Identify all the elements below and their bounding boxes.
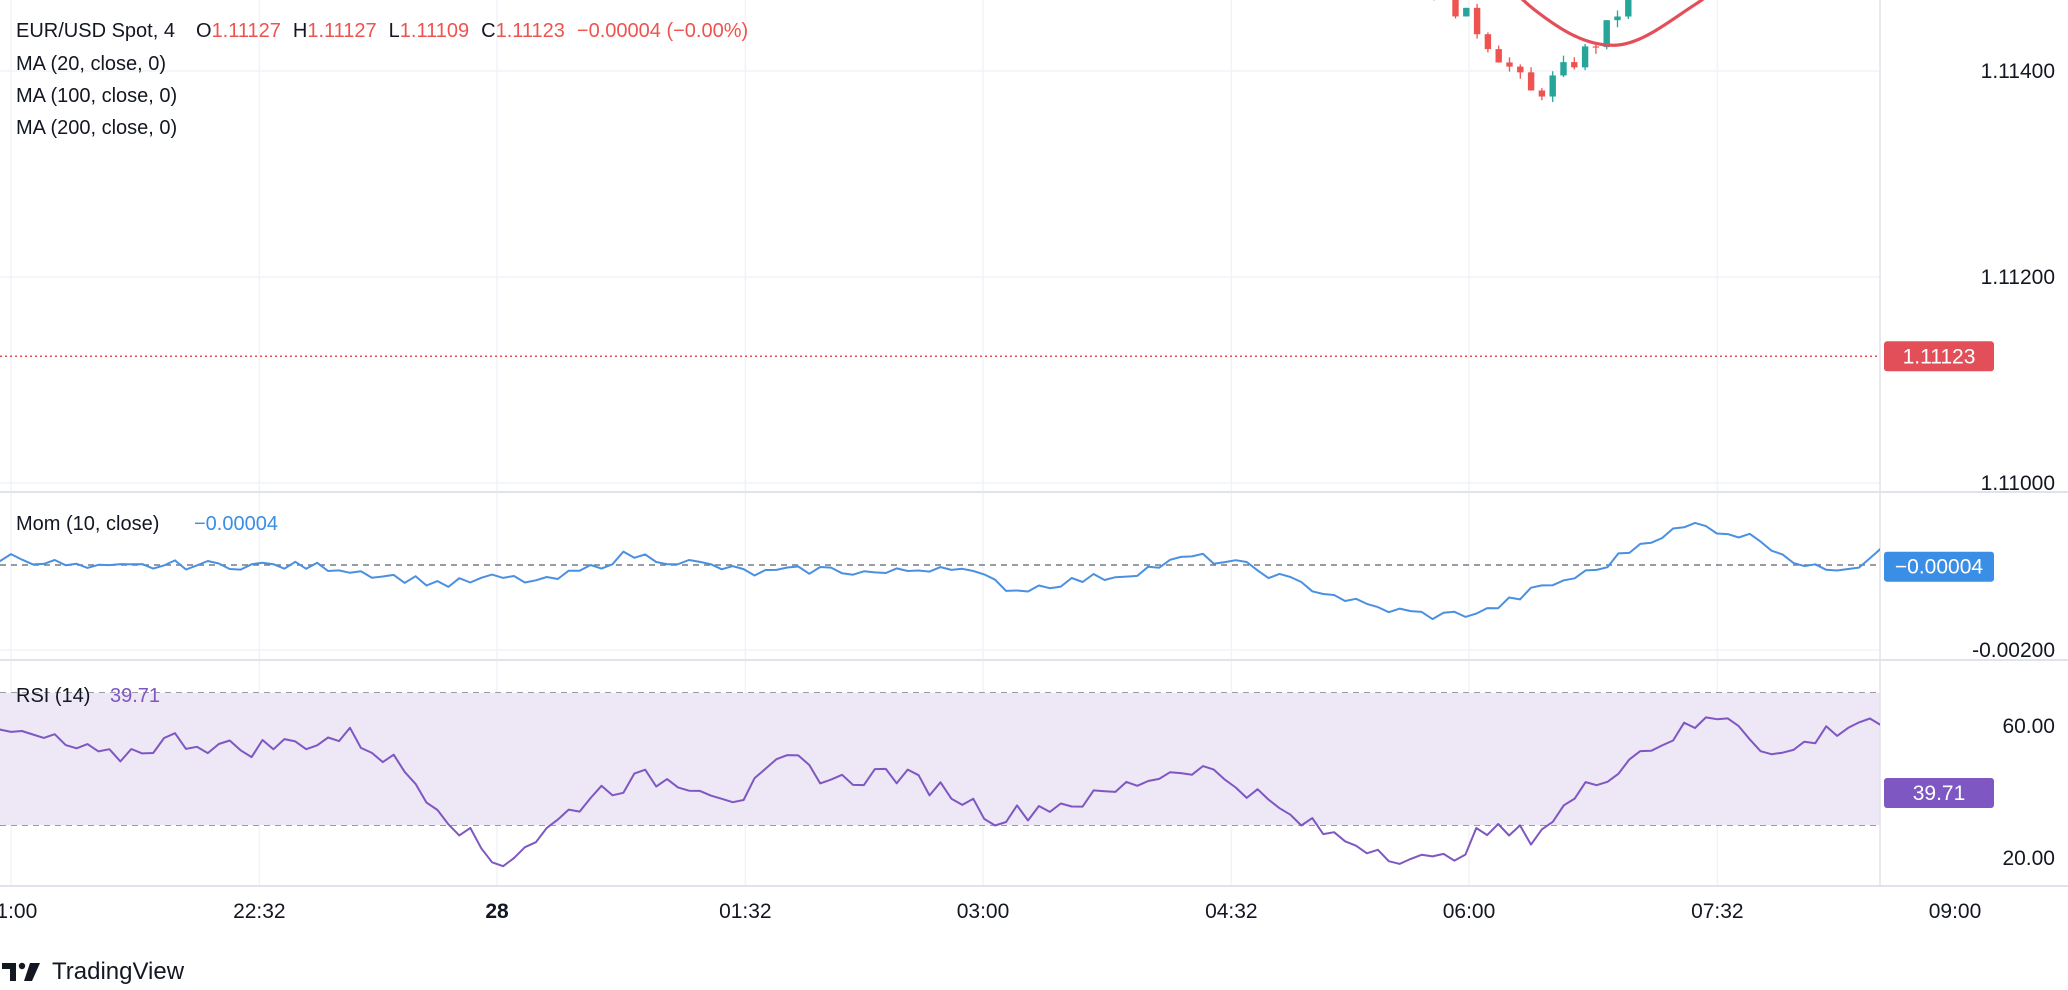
candle-body — [1538, 90, 1546, 97]
candle-body — [1560, 62, 1567, 76]
candle-body — [1517, 66, 1524, 73]
brand-name: TradingView — [52, 958, 185, 985]
rsi-line — [0, 716, 1880, 868]
candlesticks — [1433, 0, 1632, 103]
momentum-line — [0, 521, 1880, 621]
ohlc-part: −0.00004 (−0.00%) — [577, 20, 748, 42]
mom-value-badge-bg — [1884, 551, 1994, 582]
candle-body — [1571, 62, 1578, 68]
ohlc-part: 1.11127 — [212, 20, 281, 42]
mom-value-badge: −0.00004 — [1884, 551, 1994, 582]
time-axis-label: 28 — [485, 900, 509, 923]
rsi-panel — [0, 716, 1880, 868]
price-axis-label: 1.11200 — [1981, 266, 2055, 289]
ohlc-part: 1.11109 — [400, 20, 469, 42]
time-axis-label: 21:00 — [0, 900, 37, 923]
ohlc-part: L — [389, 20, 400, 42]
rsi-value-badge-text: 39.71 — [1913, 782, 1966, 805]
candle-body — [1484, 34, 1492, 50]
rsi-band — [0, 693, 1880, 825]
legend-ma200[interactable]: MA (200, close, 0) — [16, 117, 177, 139]
symbol-title[interactable]: EUR/USD Spot, 4 — [16, 20, 175, 42]
candle-body — [1495, 49, 1502, 63]
current-price-badge: 1.11123 — [1884, 341, 1994, 372]
ohlc-part: 1.11123 — [496, 20, 565, 42]
price-axis-label: 1.11000 — [1981, 472, 2055, 495]
candle-body — [1592, 46, 1600, 48]
ohlc-values: O1.11127 H1.11127 L1.11109 C1.11123 −0.00004… — [196, 20, 748, 42]
price-legend: EUR/USD Spot, 4 O1.11127 H1.11127 L1.11109… — [16, 20, 748, 139]
candle-body — [1549, 75, 1556, 97]
candle-body — [1581, 46, 1589, 68]
rsi-axis-label: 20.00 — [2002, 847, 2055, 870]
legend-mom-value: −0.00004 — [194, 513, 278, 535]
legend-rsi[interactable]: RSI (14) — [16, 685, 90, 707]
momentum-panel — [0, 521, 1880, 621]
ohlc-part: 1.11127 — [307, 20, 376, 42]
mom-axis-label: -0.00200 — [1972, 639, 2055, 662]
candle-body — [1625, 0, 1632, 17]
time-axis-label: 01:32 — [719, 900, 772, 923]
brand-footer[interactable]: TradingView — [2, 957, 184, 987]
tradingview-logo-icon — [2, 962, 40, 981]
rsi-value-badge-bg — [1884, 777, 1994, 808]
ohlc-part: O — [196, 20, 212, 42]
time-axis-label: 07:32 — [1691, 900, 1744, 923]
time-axis-label: 03:00 — [957, 900, 1010, 923]
rsi-axis-label: 60.00 — [2002, 715, 2055, 738]
axes: 21:00 22:32 28 01:32 03:00 04:32 06:00 07:32 09:… — [0, 60, 2055, 923]
mom-value-badge-text: −0.00004 — [1895, 556, 1983, 579]
legend-ma100[interactable]: MA (100, close, 0) — [16, 85, 177, 107]
time-axis-label: 04:32 — [1205, 900, 1258, 923]
legend-ma20[interactable]: MA (20, close, 0) — [16, 53, 166, 75]
candle-body — [1473, 7, 1481, 35]
chart-canvas[interactable]: 21:00 22:32 28 01:32 03:00 04:32 06:00 07:32 09:… — [0, 0, 2068, 955]
time-axis-label: 09:00 — [1929, 900, 1982, 923]
current-price-badge-text: 1.11123 — [1903, 345, 1976, 368]
candle-body — [1452, 0, 1459, 17]
ohlc-part: C — [481, 20, 495, 42]
panel-separators — [0, 0, 2068, 887]
candle-body — [1603, 20, 1610, 48]
value-badges: 1.11123 −0.00004 39.71 — [1884, 341, 1994, 808]
candle-body — [1614, 16, 1621, 21]
time-axis-label: 22:32 — [233, 900, 286, 923]
time-axis-label: 06:00 — [1443, 900, 1496, 923]
ohlc-part: H — [293, 20, 307, 42]
rsi-legend: RSI (14) 39.71 — [16, 685, 160, 707]
rsi-value-badge: 39.71 — [1884, 777, 1994, 808]
legend-mom[interactable]: Mom (10, close) — [16, 513, 159, 535]
mom-legend: Mom (10, close) −0.00004 — [16, 513, 278, 535]
legend-rsi-value: 39.71 — [110, 685, 160, 707]
price-axis-label: 1.11400 — [1981, 60, 2055, 83]
candle-body — [1527, 72, 1535, 91]
current-price-badge-bg — [1884, 341, 1994, 372]
candle-body — [1463, 7, 1470, 17]
candle-body — [1506, 62, 1513, 67]
